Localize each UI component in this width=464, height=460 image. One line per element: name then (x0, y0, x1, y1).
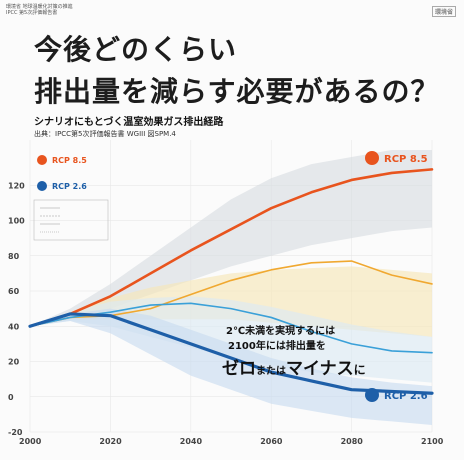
annotation: 2℃未満を実現するには 2100年には排出量を ゼロまたはマイナスに (222, 322, 366, 379)
annotation-line-1: 2℃未満を実現するには (226, 326, 336, 337)
y-tick-label: 120 (8, 181, 25, 190)
title-line-2: 排出量を減らす必要があるの？ (34, 75, 440, 108)
header-logo: 環境省 (431, 6, 456, 17)
annotation-zero: ゼロ (222, 359, 256, 379)
y-tick-label: 60 (8, 287, 20, 296)
legend-rcp26-label: RCP 2.6 (52, 182, 87, 191)
header-line-1: 環境省 地球温暖化対策の推進 (6, 4, 73, 10)
subtitle: シナリオにもとづく温室効果ガス排出経路 (34, 117, 224, 128)
annotation-minus: マイナス (286, 359, 354, 379)
x-tick-label: 2080 (341, 437, 364, 446)
legend: RCP 8.5 RCP 2.6 (33, 155, 109, 241)
series-line (28, 168, 434, 328)
legend-rcp85-icon (37, 155, 47, 165)
y-tick-label: 0 (8, 393, 14, 402)
x-tick-label: 2020 (99, 437, 122, 446)
x-tick-label: 2060 (260, 437, 283, 446)
source-note: 出典：IPCC第5次評価報告書 WGIII 図SPM.4 (34, 130, 176, 138)
y-tick-label: 40 (8, 322, 20, 331)
rcp85-end-icon (365, 151, 379, 165)
series-lines (28, 168, 434, 395)
y-tick-label: 20 (8, 358, 20, 367)
range-band (30, 150, 432, 327)
annotation-ni: に (353, 363, 366, 377)
series-line (28, 312, 434, 395)
header-source-text: 環境省 地球温暖化対策の推進 IPCC 第5次評価報告書 (6, 4, 73, 16)
x-tick-label: 2100 (421, 437, 444, 446)
legend-box (33, 199, 109, 241)
title-line-1: 今後どのくらい (34, 33, 238, 66)
range-bands (30, 150, 432, 425)
rcp26-end-label: RCP 2.6 (384, 391, 428, 402)
x-tick-label: 2000 (19, 437, 42, 446)
y-tick-label: 80 (8, 252, 20, 261)
y-tick-label: 100 (8, 217, 25, 226)
x-tick-label: 2040 (180, 437, 203, 446)
annotation-or: または (256, 366, 286, 377)
legend-rcp26-icon (37, 181, 47, 191)
range-band (30, 308, 432, 425)
legend-rcp85-label: RCP 8.5 (52, 156, 87, 165)
annotation-line-3: ゼロまたはマイナスに (222, 354, 366, 379)
annotation-line-2: 2100年には排出量を (228, 341, 326, 352)
y-tick-label: -20 (8, 428, 23, 437)
rcp85-end-label: RCP 8.5 (384, 154, 428, 165)
rcp26-end-icon (365, 388, 379, 402)
series-end-labels: RCP 8.5 RCP 2.6 (365, 151, 428, 402)
header-line-2: IPCC 第5次評価報告書 (6, 10, 58, 16)
